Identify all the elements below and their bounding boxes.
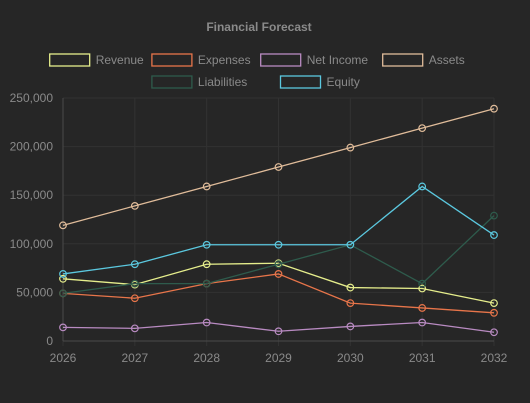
x-tick-label: 2029 — [265, 351, 292, 365]
legend-label: Liabilities — [198, 75, 247, 89]
axes: 0 50,000 100,000 150,000 200,000 250,000 2026 2… — [10, 91, 508, 365]
legend-label: Equity — [327, 75, 360, 89]
data-point[interactable] — [130, 260, 139, 269]
series-line — [62, 273, 495, 314]
data-point[interactable] — [130, 279, 139, 288]
data-point[interactable] — [418, 284, 427, 293]
series-line — [62, 321, 495, 333]
data-point[interactable] — [490, 211, 498, 220]
series-layer — [59, 104, 498, 337]
legend: Revenue Expenses Net Income Assets Liabiliti… — [49, 53, 465, 89]
legend-item-revenue[interactable]: Revenue — [49, 53, 144, 67]
legend-item-equity[interactable]: Equity — [279, 75, 360, 89]
y-tick-label: 100,000 — [10, 237, 54, 251]
data-point[interactable] — [274, 240, 283, 249]
data-point[interactable] — [202, 260, 211, 269]
y-tick-label: 200,000 — [10, 140, 54, 154]
data-point[interactable] — [490, 231, 498, 239]
x-tick-label: 2032 — [481, 351, 508, 365]
data-point[interactable] — [274, 327, 283, 336]
legend-label: Net Income — [307, 53, 369, 67]
data-point[interactable] — [490, 328, 498, 337]
legend-label: Assets — [429, 53, 465, 67]
data-point[interactable] — [346, 322, 355, 331]
legend-swatch — [49, 53, 91, 67]
data-point[interactable] — [418, 304, 427, 312]
data-point[interactable] — [418, 279, 427, 288]
data-point[interactable] — [59, 289, 67, 298]
data-point[interactable] — [418, 182, 427, 191]
data-point[interactable] — [274, 163, 283, 171]
x-tick-label: 2026 — [50, 351, 77, 365]
data-point[interactable] — [202, 240, 211, 249]
y-tick-label: 250,000 — [10, 91, 54, 105]
data-point[interactable] — [59, 323, 67, 332]
grid — [62, 97, 495, 346]
x-tick-label: 2030 — [337, 351, 364, 365]
y-tick-label: 150,000 — [10, 188, 54, 202]
series-line — [62, 185, 495, 275]
series-line — [62, 108, 495, 226]
data-point[interactable] — [490, 104, 498, 113]
data-point[interactable] — [202, 279, 211, 288]
legend-item-net-income[interactable]: Net Income — [260, 53, 369, 67]
legend-swatch — [279, 75, 322, 89]
x-tick-label: 2031 — [409, 351, 436, 365]
data-point[interactable] — [490, 308, 498, 317]
data-point[interactable] — [202, 318, 211, 327]
data-point[interactable] — [490, 299, 498, 307]
data-point[interactable] — [130, 324, 139, 333]
data-point[interactable] — [202, 182, 211, 191]
legend-swatch — [260, 53, 302, 67]
data-point[interactable] — [59, 270, 67, 278]
legend-swatch — [382, 53, 424, 67]
data-point[interactable] — [346, 299, 355, 307]
data-point[interactable] — [130, 201, 139, 210]
legend-swatch — [151, 75, 193, 89]
legend-item-expenses[interactable]: Expenses — [151, 53, 251, 67]
data-point[interactable] — [346, 240, 355, 249]
data-point[interactable] — [346, 283, 355, 292]
data-point[interactable] — [418, 124, 427, 133]
data-point[interactable] — [418, 318, 427, 327]
legend-swatch — [151, 53, 193, 67]
chart-title: Financial Forecast — [206, 20, 311, 34]
data-point[interactable] — [59, 274, 67, 283]
data-point[interactable] — [130, 294, 139, 303]
series-line — [62, 215, 495, 295]
legend-label: Expenses — [198, 53, 251, 67]
series-equity — [59, 182, 498, 278]
data-point[interactable] — [274, 270, 283, 278]
legend-item-assets[interactable]: Assets — [382, 53, 465, 67]
legend-label: Revenue — [96, 53, 144, 67]
x-tick-label: 2028 — [193, 351, 220, 365]
legend-item-liabilities[interactable]: Liabilities — [151, 75, 247, 89]
data-point[interactable] — [346, 143, 355, 152]
series-assets — [59, 104, 498, 230]
y-tick-label: 50,000 — [16, 285, 53, 299]
x-tick-label: 2027 — [121, 351, 148, 365]
series-net-income — [59, 318, 498, 337]
series-line — [62, 262, 495, 304]
y-tick-label: 0 — [46, 334, 53, 348]
data-point[interactable] — [59, 221, 67, 230]
data-point[interactable] — [274, 260, 283, 269]
